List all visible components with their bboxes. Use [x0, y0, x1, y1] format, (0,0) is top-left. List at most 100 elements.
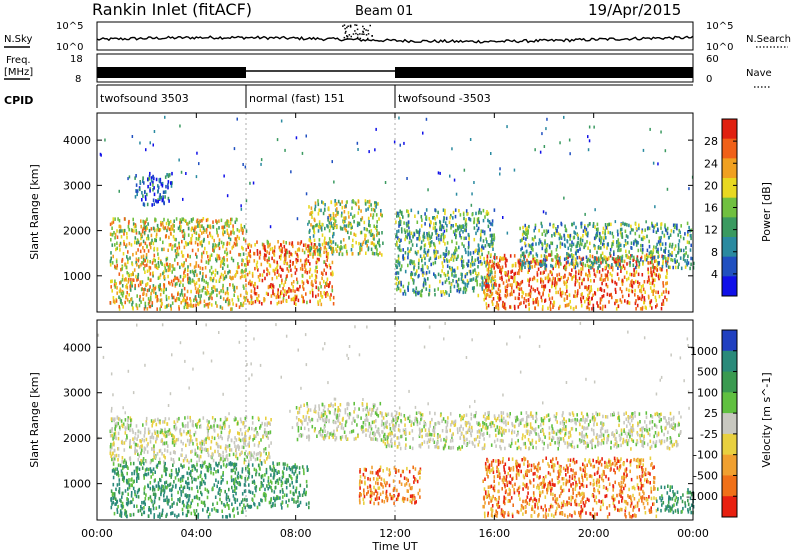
data-cell [216, 424, 219, 428]
data-cell [209, 233, 212, 238]
data-cell [158, 485, 161, 489]
data-cell [115, 453, 118, 458]
data-cell [591, 296, 593, 301]
data-cell [212, 285, 215, 289]
data-cell [615, 290, 617, 294]
data-cell [366, 244, 368, 248]
data-cell [207, 234, 209, 238]
data-cell [690, 256, 692, 261]
data-cell [186, 505, 189, 510]
data-cell [152, 180, 154, 185]
data-cell [411, 272, 414, 276]
data-cell [272, 268, 275, 273]
data-cell [309, 212, 311, 216]
data-cell [602, 238, 605, 243]
data-cell [607, 223, 609, 227]
data-cell [166, 449, 169, 453]
data-cell [418, 258, 420, 262]
data-cell [636, 257, 638, 261]
data-cell [500, 257, 503, 261]
data-cell [153, 186, 155, 190]
data-cell [552, 225, 555, 229]
nsky-point [369, 24, 371, 27]
data-cell [166, 304, 168, 308]
data-cell [445, 228, 448, 233]
data-cell [118, 425, 121, 430]
data-cell [313, 243, 316, 247]
data-cell [663, 233, 666, 238]
data-cell [249, 249, 251, 253]
data-cell [501, 275, 503, 280]
data-cell [638, 260, 641, 265]
data-cell [256, 249, 259, 253]
data-cell [399, 209, 401, 213]
data-cell [619, 227, 622, 232]
data-cell [418, 290, 420, 295]
data-cell [495, 290, 497, 294]
data-cell [205, 280, 207, 285]
data-cell [162, 290, 165, 295]
data-cell [222, 463, 225, 467]
data-cell [499, 256, 502, 260]
data-cell [109, 429, 112, 434]
data-cell [677, 251, 679, 255]
data-cell [584, 243, 587, 247]
data-cell [448, 281, 451, 285]
data-cell [384, 181, 387, 184]
data-cell [599, 231, 601, 236]
data-cell [517, 260, 520, 264]
data-cell [273, 269, 276, 273]
data-cell [137, 443, 139, 448]
data-cell [493, 236, 496, 240]
data-cell [272, 289, 274, 293]
data-cell [283, 244, 286, 249]
data-cell [220, 430, 223, 435]
data-cell [376, 228, 378, 233]
data-cell [156, 265, 158, 270]
data-cell [517, 282, 520, 286]
data-cell [126, 255, 128, 259]
data-cell [136, 449, 138, 453]
data-cell [246, 455, 248, 459]
data-cell [314, 249, 317, 254]
data-cell [430, 262, 432, 267]
data-cell [352, 215, 354, 220]
data-cell [557, 225, 559, 229]
data-cell [586, 232, 588, 237]
data-cell [572, 242, 575, 247]
data-cell [153, 246, 156, 251]
data-cell [332, 240, 335, 244]
data-cell [217, 433, 219, 437]
data-cell [333, 225, 336, 230]
data-cell [469, 269, 472, 274]
data-cell [128, 278, 130, 282]
data-cell [490, 294, 492, 298]
data-cell [357, 148, 359, 151]
data-cell [598, 259, 600, 263]
data-cell [170, 511, 172, 516]
data-cell [220, 272, 223, 277]
data-cell [165, 234, 167, 238]
data-cell [395, 243, 397, 247]
data-cell [180, 300, 182, 305]
data-cell [455, 233, 457, 238]
data-cell [187, 424, 189, 429]
data-cell [446, 264, 449, 268]
data-cell [485, 296, 487, 300]
data-cell [259, 451, 261, 455]
data-cell [288, 295, 290, 299]
data-cell [233, 241, 236, 246]
data-cell [299, 267, 302, 271]
data-cell [504, 271, 506, 275]
data-cell [498, 297, 501, 301]
data-cell [534, 260, 536, 264]
data-cell [239, 417, 242, 421]
data-cell [611, 231, 614, 236]
nave-label: Nave [746, 68, 772, 79]
nsky-point [350, 35, 352, 38]
data-cell [573, 274, 575, 279]
data-cell [481, 287, 484, 291]
data-cell [584, 228, 586, 232]
data-cell [513, 168, 516, 172]
data-cell [121, 495, 123, 499]
